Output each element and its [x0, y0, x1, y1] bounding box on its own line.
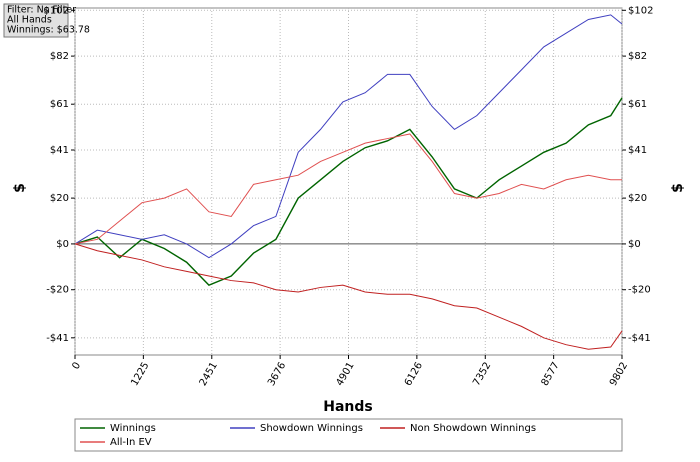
x-tick-label: 2451: [198, 361, 220, 389]
series-line: [74, 243, 623, 350]
legend-label: Showdown Winnings: [260, 423, 363, 434]
x-tick-label: 1225: [129, 361, 151, 389]
y2-tick-label: -$20: [628, 285, 651, 296]
x-tick-label: 7352: [471, 361, 493, 389]
legend-label: Winnings: [110, 423, 156, 434]
series-line: [74, 133, 622, 245]
y-tick-label: -$20: [46, 285, 69, 296]
y2-tick-label: $82: [628, 51, 647, 62]
info-filter: Filter: No Filter: [7, 5, 76, 16]
info-winnings: Winnings: $63.78: [7, 25, 90, 36]
y2-tick-label: -$41: [628, 333, 651, 344]
x-tick-label: 0: [70, 361, 83, 372]
x-tick-label: 4901: [334, 361, 356, 389]
y2-tick-label: $0: [628, 239, 641, 250]
series-line: [74, 97, 623, 286]
y-tick-label: $61: [50, 99, 69, 110]
y-tick-label: $0: [56, 239, 69, 250]
y2-tick-label: $41: [628, 145, 647, 156]
y2-tick-label: $102: [628, 5, 653, 16]
y2-tick-label: $20: [628, 193, 647, 204]
y2-tick-label: $61: [628, 99, 647, 110]
info-hands: All Hands: [7, 15, 52, 26]
y-tick-label: -$41: [46, 333, 69, 344]
x-tick-label: 8577: [540, 361, 562, 389]
series-line: [74, 14, 623, 259]
y-tick-label: $20: [50, 193, 69, 204]
y-tick-label: $102: [44, 5, 69, 16]
legend: [74, 418, 623, 452]
y-axis-label: $: [12, 183, 28, 193]
legend-label: All-In EV: [110, 437, 152, 448]
y-tick-label: $41: [50, 145, 69, 156]
x-axis-label: Hands: [323, 399, 373, 415]
info-box: [3, 3, 69, 38]
x-tick-label: 6126: [403, 361, 425, 389]
x-tick-label: 9802: [608, 361, 630, 389]
legend-label: Non Showdown Winnings: [410, 423, 536, 434]
y2-axis-label: $: [670, 183, 686, 193]
y-tick-label: $82: [50, 51, 69, 62]
x-tick-label: 3676: [266, 361, 288, 389]
